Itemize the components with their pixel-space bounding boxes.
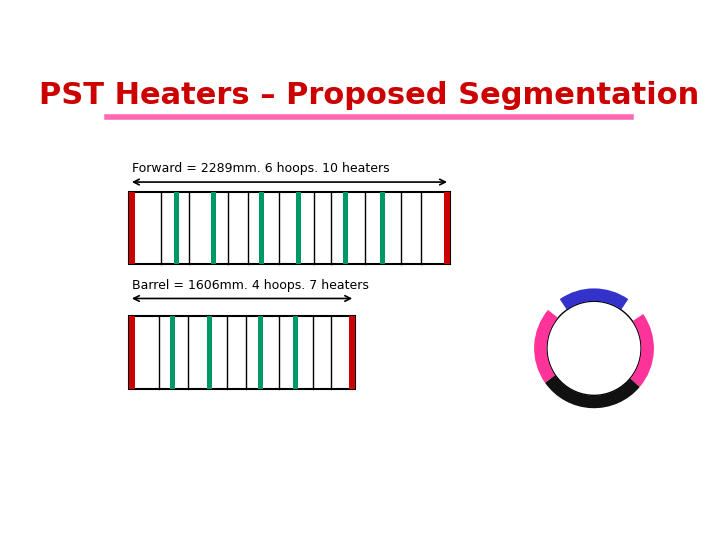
Bar xyxy=(129,192,450,265)
Bar xyxy=(258,192,264,265)
Bar xyxy=(343,192,348,265)
Bar xyxy=(129,316,355,389)
Bar xyxy=(349,316,355,389)
Bar xyxy=(207,316,212,389)
Bar xyxy=(444,192,450,265)
Bar xyxy=(170,316,175,389)
Bar xyxy=(174,192,179,265)
Bar xyxy=(293,316,298,389)
Bar xyxy=(212,192,217,265)
Bar xyxy=(129,316,135,389)
Text: Barrel = 1606mm. 4 hoops. 7 heaters: Barrel = 1606mm. 4 hoops. 7 heaters xyxy=(132,279,369,292)
Bar xyxy=(258,316,263,389)
Bar xyxy=(380,192,385,265)
Bar xyxy=(129,192,135,265)
Text: Forward = 2289mm. 6 hoops. 10 heaters: Forward = 2289mm. 6 hoops. 10 heaters xyxy=(132,163,390,176)
Bar xyxy=(296,192,301,265)
Text: PST Heaters – Proposed Segmentation: PST Heaters – Proposed Segmentation xyxy=(39,82,699,111)
